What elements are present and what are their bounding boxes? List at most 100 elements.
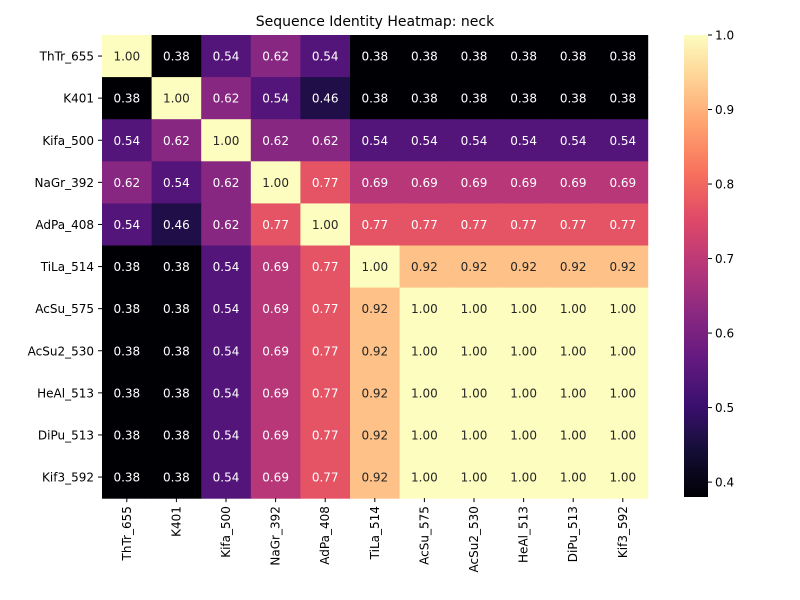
heatmap-cell [449,203,500,247]
x-tick-label: DiPu_513 [566,506,580,562]
heatmap-cell [498,245,549,289]
heatmap-cell [350,161,401,204]
cell-value-label: 0.38 [163,260,190,274]
heatmap-cell [598,77,649,120]
colorbar-tick-label: 0.4 [715,476,734,490]
heatmap-cell [548,287,599,331]
cell-value-label: 0.69 [609,176,636,190]
cell-value-label: 0.38 [461,92,488,106]
cell-value-label: 0.46 [312,92,339,106]
cell-value-label: 0.92 [361,428,388,442]
cell-value-label: 0.38 [461,50,488,64]
cell-value-label: 0.54 [411,134,438,148]
cell-value-label: 0.54 [113,134,140,148]
heatmap-cell [300,77,351,120]
cell-value-label: 0.54 [461,134,488,148]
cell-value-label: 1.00 [609,428,636,442]
heatmap-cell [548,161,599,204]
cell-value-label: 1.00 [609,471,636,485]
cell-value-label: 1.00 [609,386,636,400]
cell-value-label: 0.54 [560,134,587,148]
y-tick-label: Kif3_592 [42,471,94,485]
cell-value-label: 0.69 [262,302,289,316]
heatmap-cell [151,77,202,120]
cell-value-label: 1.00 [560,471,587,485]
heatmap-cell [201,203,252,247]
x-axis: ThTr_655 K401 Kifa_500 NaGr_392 AdPa_408 TiLa… [120,498,630,572]
cell-value-label: 0.38 [113,260,140,274]
y-tick-label: AcSu2_530 [28,344,94,358]
y-tick-label: AdPa_408 [35,218,94,232]
cell-value-label: 1.00 [411,428,438,442]
heatmap-cell [102,161,153,204]
y-tick-label: NaGr_392 [35,176,94,190]
heatmap-cell [598,119,649,162]
x-tick-label: Kifa_500 [219,506,233,558]
cell-value-label: 0.92 [361,471,388,485]
cell-value-label: 0.54 [213,386,240,400]
cell-value-label: 1.00 [510,471,537,485]
heatmap-cell [449,77,500,120]
heatmap-cell [102,203,153,247]
cell-value-label: 0.38 [510,92,537,106]
cell-value-label: 0.62 [213,92,240,106]
x-tick-label: AcSu_575 [417,506,431,565]
cell-value-label: 1.00 [510,386,537,400]
heatmap-cell [300,203,351,247]
heatmap-cell [350,329,401,373]
cell-value-label: 0.77 [312,386,339,400]
colorbar-tick-label: 0.5 [715,401,734,415]
cell-value-label: 0.38 [113,471,140,485]
cell-value-label: 0.77 [312,260,339,274]
cell-value-label: 1.00 [213,134,240,148]
cell-value-label: 0.62 [262,134,289,148]
heatmap-cell [102,77,153,120]
cell-value-label: 0.46 [163,218,190,232]
cell-value-label: 0.38 [163,471,190,485]
heatmap-cell [250,245,301,289]
heatmap-cell [250,35,301,78]
cell-value-label: 0.38 [163,344,190,358]
heatmap-cell [598,161,649,204]
colorbar-tick-label: 0.9 [715,103,734,117]
heatmap-cell [399,203,450,247]
cell-value-label: 0.38 [163,50,190,64]
x-tick-label: HeAl_513 [517,506,531,563]
cell-value-label: 0.54 [312,50,339,64]
heatmap-cell [102,119,153,162]
cell-value-label: 0.77 [461,218,488,232]
heatmap-cell [548,245,599,289]
heatmap-cell [151,413,202,457]
y-tick-label: HeAl_513 [37,386,94,400]
cell-value-label: 0.77 [560,218,587,232]
heatmap-cell [498,203,549,247]
cell-value-label: 0.69 [461,176,488,190]
heatmap-cell [151,329,202,373]
heatmap-cell [201,245,252,289]
heatmap-cell [498,119,549,162]
heatmap-cell [102,35,153,78]
cell-value-label: 0.62 [113,176,140,190]
heatmap-cell [201,413,252,457]
cell-value-label: 1.00 [262,176,289,190]
heatmap-cell [151,203,202,247]
heatmap-cell [598,203,649,247]
heatmap-cell [548,77,599,120]
heatmap-cell [449,245,500,289]
heatmap-cell [498,456,549,499]
heatmap-cell [449,119,500,162]
cell-value-label: 0.92 [361,302,388,316]
cell-value-label: 1.00 [312,218,339,232]
cell-value-label: 0.77 [510,218,537,232]
heatmap-cell [548,329,599,373]
heatmap-cell [250,287,301,331]
heatmap-cell [598,35,649,78]
x-tick-label: TiLa_514 [368,506,382,560]
cell-value-label: 1.00 [609,344,636,358]
heatmap-cell [201,119,252,162]
cell-value-label: 0.62 [262,50,289,64]
heatmap-cell [250,203,301,247]
cell-value-label: 0.54 [213,260,240,274]
heatmap-cell [350,413,401,457]
